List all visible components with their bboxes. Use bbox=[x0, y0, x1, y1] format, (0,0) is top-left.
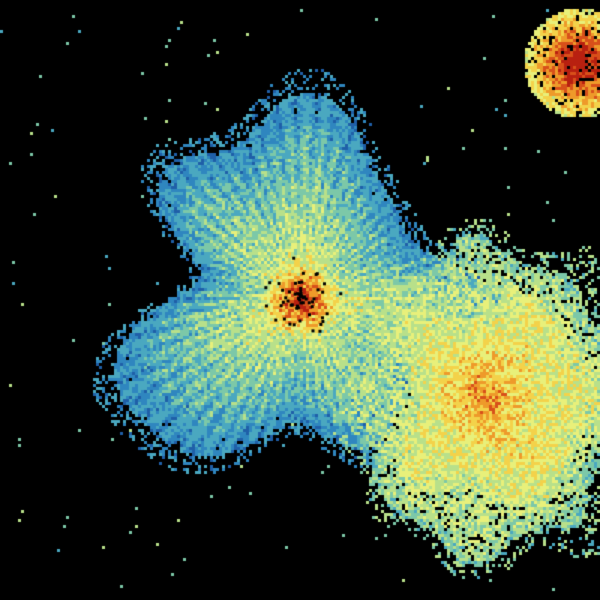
radar-canvas bbox=[0, 0, 600, 600]
radar-image bbox=[0, 0, 600, 600]
